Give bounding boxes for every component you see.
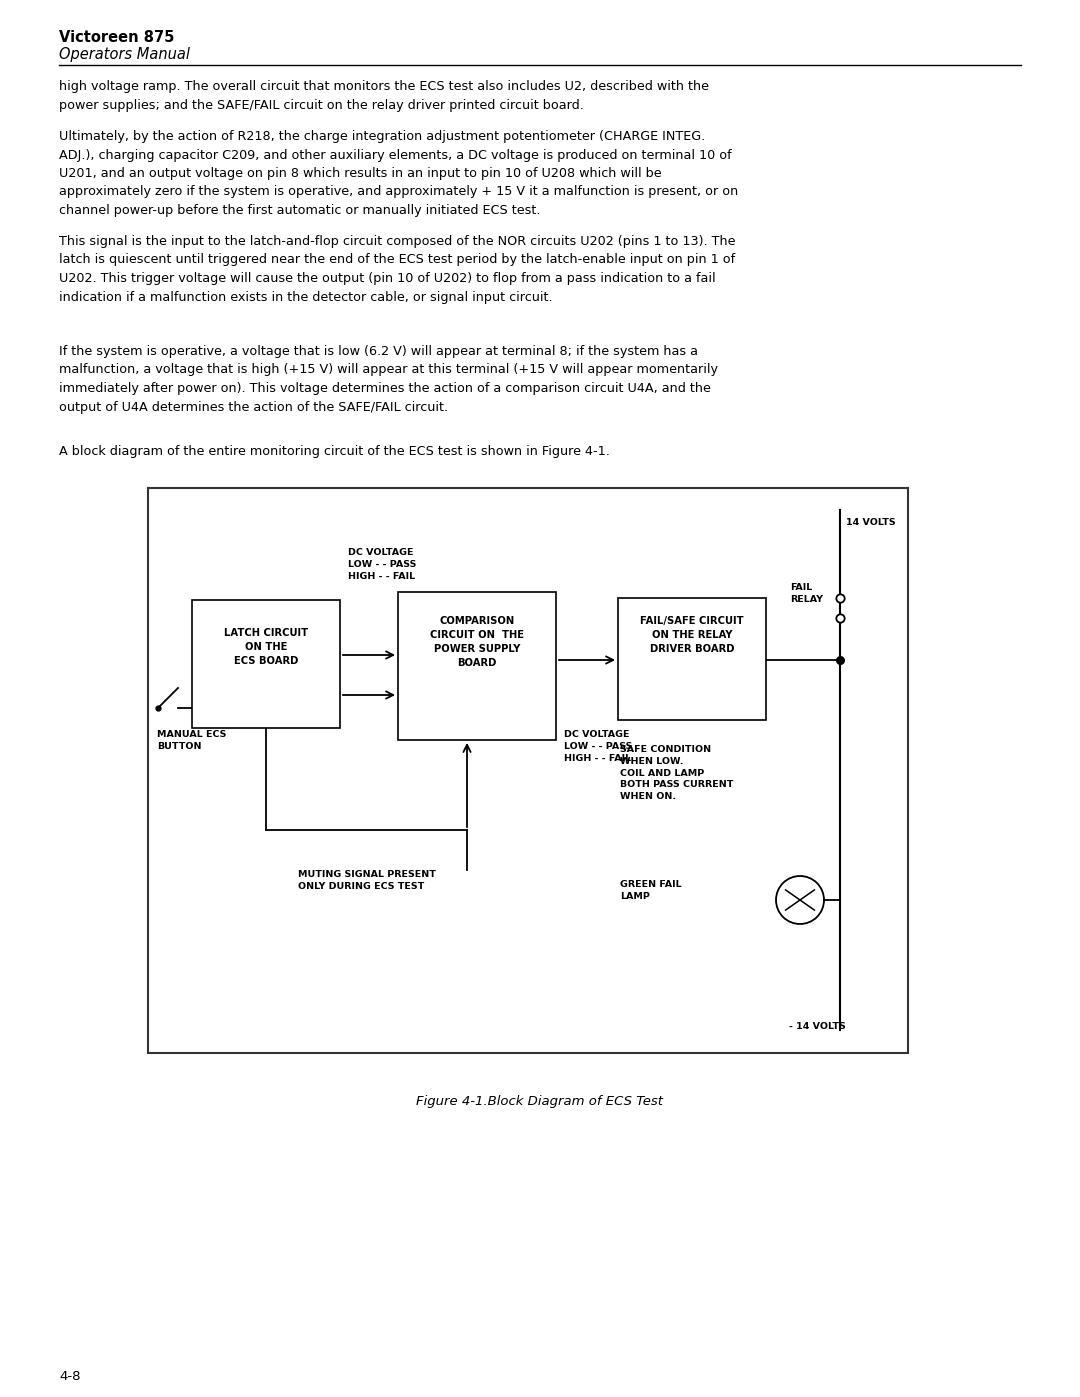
Text: Operators Manual: Operators Manual: [59, 47, 190, 61]
Text: FAIL
RELAY: FAIL RELAY: [789, 583, 823, 604]
Text: MUTING SIGNAL PRESENT
ONLY DURING ECS TEST: MUTING SIGNAL PRESENT ONLY DURING ECS TE…: [298, 870, 436, 891]
Text: COMPARISON
CIRCUIT ON  THE
POWER SUPPLY
BOARD: COMPARISON CIRCUIT ON THE POWER SUPPLY B…: [430, 616, 524, 668]
Text: Ultimately, by the action of R218, the charge integration adjustment potentiomet: Ultimately, by the action of R218, the c…: [59, 130, 739, 217]
Text: A block diagram of the entire monitoring circuit of the ECS test is shown in Fig: A block diagram of the entire monitoring…: [59, 446, 610, 458]
Bar: [618, 598, 766, 719]
Bar: [148, 488, 908, 1053]
Text: SAFE CONDITION
WHEN LOW.
COIL AND LAMP
BOTH PASS CURRENT
WHEN ON.: SAFE CONDITION WHEN LOW. COIL AND LAMP B…: [620, 745, 733, 802]
Text: LATCH CIRCUIT
ON THE
ECS BOARD: LATCH CIRCUIT ON THE ECS BOARD: [224, 629, 308, 666]
Text: DC VOLTAGE
LOW - - PASS
HIGH - - FAIL: DC VOLTAGE LOW - - PASS HIGH - - FAIL: [348, 548, 417, 581]
Text: FAIL/SAFE CIRCUIT
ON THE RELAY
DRIVER BOARD: FAIL/SAFE CIRCUIT ON THE RELAY DRIVER BO…: [640, 616, 744, 654]
Text: DC VOLTAGE
LOW - - PASS
HIGH - - FAIL: DC VOLTAGE LOW - - PASS HIGH - - FAIL: [564, 731, 633, 763]
Bar: [399, 592, 556, 740]
Text: high voltage ramp. The overall circuit that monitors the ECS test also includes : high voltage ramp. The overall circuit t…: [59, 80, 708, 112]
Text: - 14 VOLTS: - 14 VOLTS: [789, 1023, 846, 1031]
Bar: [192, 599, 340, 728]
Text: If the system is operative, a voltage that is low (6.2 V) will appear at termina: If the system is operative, a voltage th…: [59, 345, 718, 414]
Text: This signal is the input to the latch-and-flop circuit composed of the NOR circu: This signal is the input to the latch-an…: [59, 235, 735, 303]
Text: MANUAL ECS
BUTTON: MANUAL ECS BUTTON: [157, 731, 227, 750]
Text: Victoreen 875: Victoreen 875: [59, 29, 174, 45]
Text: GREEN FAIL
LAMP: GREEN FAIL LAMP: [620, 880, 681, 901]
Text: 14 VOLTS: 14 VOLTS: [846, 518, 895, 527]
Text: Figure 4-1.Block Diagram of ECS Test: Figure 4-1.Block Diagram of ECS Test: [417, 1095, 663, 1108]
Text: 4-8: 4-8: [59, 1370, 81, 1383]
